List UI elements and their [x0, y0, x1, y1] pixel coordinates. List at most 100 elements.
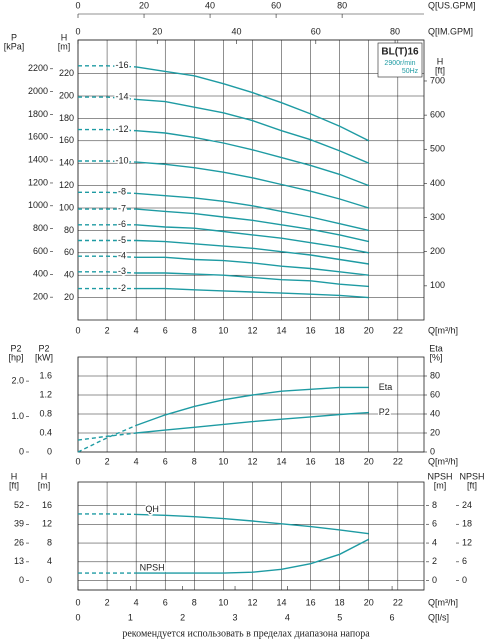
series-label: P2: [379, 407, 390, 417]
x-tick-label: 8: [192, 456, 197, 466]
x-tick-label: 22: [393, 597, 403, 607]
x-tick-label: 3: [233, 612, 238, 622]
y-tick-label: 0: [432, 575, 437, 585]
y-tick-label: 100: [430, 280, 445, 290]
y-tick-label: 12: [42, 519, 52, 529]
y-tick-label: 600: [430, 109, 445, 119]
y-tick-label: 4: [432, 537, 437, 547]
y-axis-unit: [kPa]: [4, 41, 25, 51]
x-tick-label: 60: [271, 0, 281, 10]
y-tick-label: 13: [14, 556, 24, 566]
y-tick-label: 200: [33, 292, 48, 302]
x-tick-label: 40: [205, 0, 215, 10]
series-label: -8: [118, 187, 126, 197]
x-tick-label: 6: [163, 325, 168, 335]
y-tick-label: 16: [42, 500, 52, 510]
y-axis-title: Eta: [429, 343, 443, 353]
y-tick-label: 0: [47, 575, 52, 585]
y-tick-label: 1000: [28, 200, 48, 210]
y-axis-title: P: [11, 32, 17, 42]
y-tick-label: 24: [462, 500, 472, 510]
y-axis-unit: [%]: [429, 352, 442, 362]
curve: [136, 538, 370, 574]
curve: [136, 411, 369, 434]
y-tick-label: 0: [19, 575, 24, 585]
x-tick-label: 14: [277, 325, 287, 335]
y-tick-label: 400: [33, 269, 48, 279]
curve: [136, 208, 369, 243]
y-tick-label: 4: [47, 556, 52, 566]
x-tick-label: 20: [364, 325, 374, 335]
x-tick-label: 12: [247, 325, 257, 335]
curve: [136, 287, 369, 299]
series-label: -5: [118, 235, 126, 245]
x-tick-label: 10: [218, 597, 228, 607]
series-label: -16: [115, 60, 128, 70]
curve: [136, 513, 369, 535]
y-tick-label: 1400: [28, 155, 48, 165]
y-tick-label: 80: [64, 225, 74, 235]
y-tick-label: 2.0: [11, 375, 24, 385]
x-tick-label: 60: [311, 26, 321, 36]
x-tick-label: 10: [218, 325, 228, 335]
y-axis-title: P2: [10, 343, 21, 353]
series-label: -3: [118, 266, 126, 276]
y-tick-label: 8: [47, 537, 52, 547]
y-tick-label: 1800: [28, 109, 48, 119]
series-label: -6: [118, 219, 126, 229]
x-tick-label: 2: [105, 456, 110, 466]
y-tick-label: 0.8: [39, 408, 52, 418]
x-tick-label: 4: [134, 456, 139, 466]
curve: [136, 256, 369, 276]
y-axis-unit: [m]: [434, 480, 447, 490]
y-axis-unit: [m]: [38, 480, 51, 490]
curve-dashed: [77, 424, 137, 453]
y-axis-title: NPSH: [459, 471, 484, 481]
y-axis-unit: [hp]: [8, 352, 23, 362]
curve: [136, 98, 370, 164]
y-tick-label: 0: [462, 575, 467, 585]
x-tick-label: 4: [134, 325, 139, 335]
curve: [136, 161, 370, 209]
y-tick-label: 400: [430, 178, 445, 188]
y-tick-label: 60: [64, 247, 74, 257]
x-axis-label: Q[IM.GPM]: [428, 26, 473, 36]
y-tick-label: 120: [59, 180, 74, 190]
x-tick-label: 0: [75, 26, 80, 36]
x-axis-label: Q[US.GPM]: [428, 0, 476, 10]
y-axis-unit: [kW]: [35, 352, 53, 362]
y-tick-label: 0: [47, 446, 52, 456]
x-tick-label: 40: [232, 26, 242, 36]
curve-dashed: [78, 65, 137, 68]
x-tick-label: 16: [306, 325, 316, 335]
x-tick-label: 5: [337, 612, 342, 622]
x-tick-label: 20: [364, 456, 374, 466]
curve: [136, 272, 369, 288]
y-axis-title: H: [41, 471, 48, 481]
y-tick-label: 12: [462, 537, 472, 547]
y-tick-label: 0: [430, 446, 435, 456]
x-tick-label: 22: [393, 325, 403, 335]
series-label: -12: [115, 124, 128, 134]
x-tick-label: 4: [134, 597, 139, 607]
y-tick-label: 0.4: [39, 427, 52, 437]
y-axis-title: NPSH: [427, 471, 452, 481]
plot-frame: [77, 39, 425, 321]
x-tick-label: 18: [335, 456, 345, 466]
x-tick-label: 6: [163, 456, 168, 466]
y-tick-label: 1.6: [39, 370, 52, 380]
y-tick-label: 26: [14, 537, 24, 547]
curve-dashed: [78, 513, 137, 516]
x-tick-label: 0: [75, 597, 80, 607]
x-tick-label: 2: [105, 325, 110, 335]
series-label: NPSH: [140, 562, 165, 572]
y-axis-unit: [ft]: [467, 480, 477, 490]
y-tick-label: 0: [19, 446, 24, 456]
series-label: -4: [118, 251, 126, 261]
curve: [136, 224, 369, 254]
x-tick-label: 2: [180, 612, 185, 622]
y-tick-label: 800: [33, 223, 48, 233]
badge-speed: 2900r/min: [384, 60, 415, 67]
y-tick-label: 80: [430, 370, 440, 380]
